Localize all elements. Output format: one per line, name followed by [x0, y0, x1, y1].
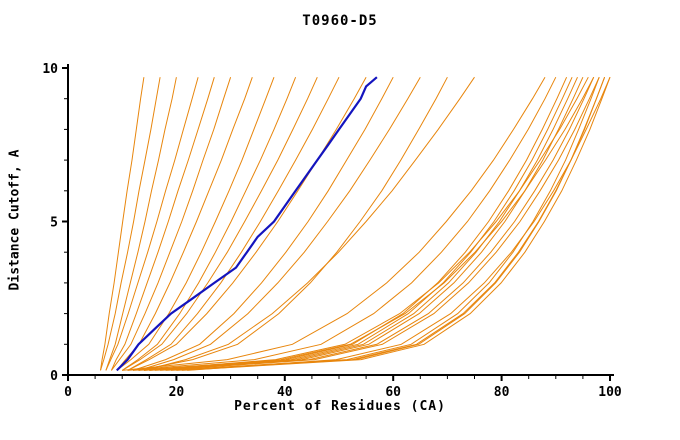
- model-curve: [176, 77, 606, 371]
- model-curve: [111, 77, 232, 371]
- model-curve: [100, 77, 161, 371]
- y-tick-label: 0: [50, 369, 58, 384]
- model-curve: [122, 76, 546, 371]
- model-curve: [138, 76, 421, 371]
- x-tick-label: 40: [277, 385, 293, 400]
- model-curve: [149, 76, 595, 371]
- model-curve: [127, 76, 340, 371]
- model-curve: [149, 76, 584, 371]
- model-curve: [160, 76, 600, 371]
- chart-title: T0960-D5: [302, 13, 378, 29]
- model-curve: [132, 76, 394, 371]
- model-curve: [110, 77, 215, 371]
- model-curve: [116, 77, 275, 371]
- x-axis-label: Percent of Residues (CA): [234, 399, 446, 414]
- x-tick-label: 80: [494, 385, 510, 400]
- model-curve: [181, 77, 611, 371]
- model-curve: [138, 76, 448, 371]
- x-tick-label: 20: [169, 385, 185, 400]
- model-curve: [121, 77, 297, 371]
- x-tick-label: 60: [385, 385, 401, 400]
- model-curve: [138, 76, 573, 371]
- model-curve: [121, 76, 318, 371]
- model-curve: [187, 77, 611, 371]
- model-curve: [154, 76, 595, 371]
- x-tick-label: 100: [598, 385, 622, 400]
- model-curve: [105, 77, 199, 371]
- model-curve: [132, 76, 568, 371]
- highlighted-model-curve: [116, 76, 378, 372]
- model-curve: [127, 76, 557, 371]
- model-curve: [143, 76, 475, 371]
- y-tick-label: 10: [42, 62, 58, 77]
- model-curve: [143, 76, 589, 371]
- y-tick-label: 5: [50, 216, 58, 231]
- model-curve: [105, 77, 177, 371]
- model-curve: [100, 77, 145, 371]
- x-tick-label: 0: [64, 385, 72, 400]
- model-curve: [127, 76, 367, 371]
